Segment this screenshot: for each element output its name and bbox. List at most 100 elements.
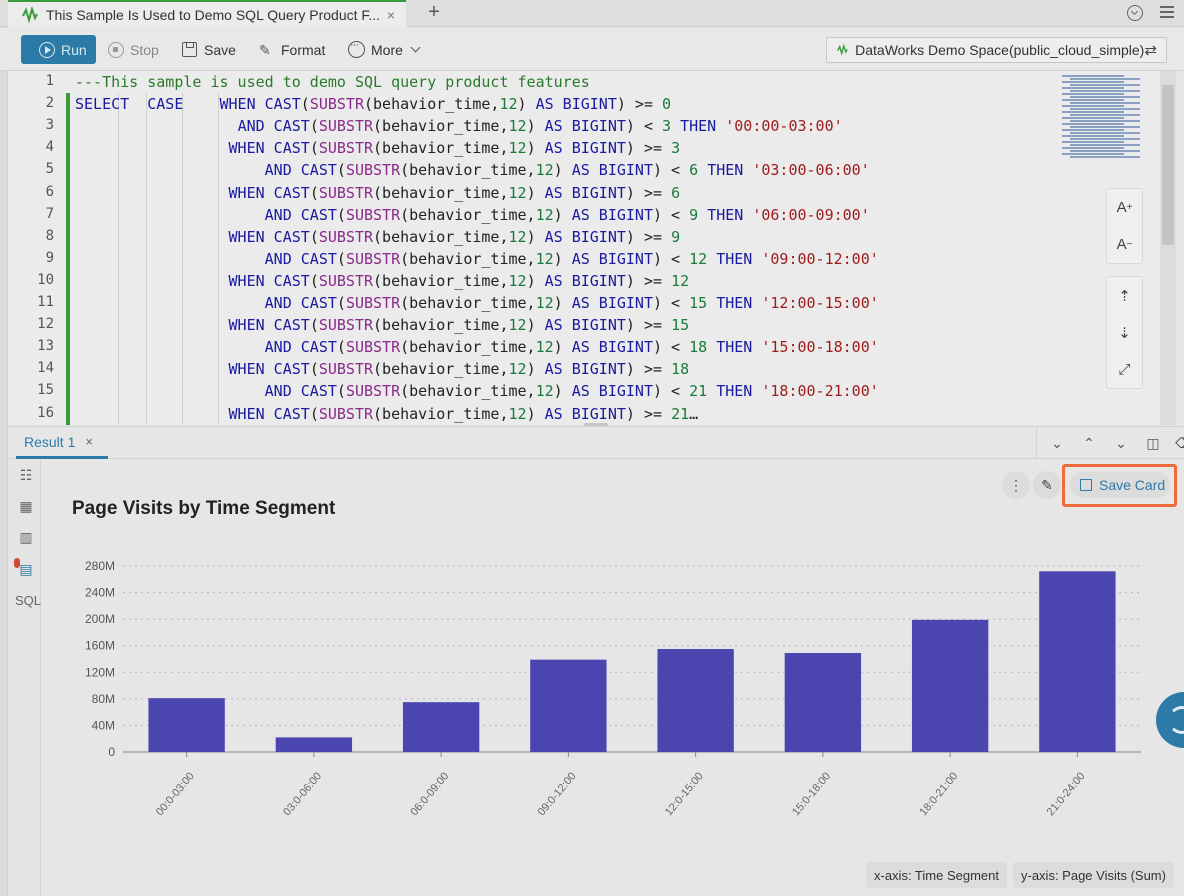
change-indicator-bar — [66, 93, 70, 425]
more-button[interactable]: More — [348, 35, 421, 64]
x-tick-label: 09:0-12:00 — [536, 770, 579, 818]
editor-scrollbar[interactable] — [1160, 71, 1176, 425]
add-tab-icon[interactable]: + — [428, 1, 440, 23]
magic-wand-icon: ✎ — [259, 41, 271, 58]
code-line: WHEN CAST(SUBSTR(behavior_time,12) AS BI… — [228, 316, 690, 335]
bar[interactable] — [1039, 571, 1116, 752]
tab-list-dropdown-icon[interactable] — [1127, 5, 1143, 21]
bar[interactable] — [784, 653, 862, 752]
y-tick-label: 200M — [85, 612, 115, 626]
line-number: 11 — [37, 294, 54, 310]
x-tick-label: 00:0-03:00 — [154, 770, 197, 818]
panel-splitter-handle[interactable] — [584, 423, 608, 427]
code-line: WHEN CAST(SUBSTR(behavior_time,12) AS BI… — [228, 139, 681, 158]
code-line: AND CAST(SUBSTR(behavior_time,12) AS BIG… — [264, 205, 870, 224]
scroll-top-icon[interactable]: ⇡ — [1118, 287, 1131, 305]
bar[interactable] — [275, 737, 353, 752]
split-view-icon[interactable]: ◫ — [1146, 434, 1160, 451]
line-number: 15 — [37, 382, 54, 399]
result-view-rail — [8, 460, 41, 896]
divider — [1036, 427, 1037, 459]
line-number: 2 — [45, 95, 54, 112]
chevron-up-icon[interactable]: ⌃ — [1083, 434, 1095, 451]
chevron-down-icon[interactable]: ⌄ — [1115, 434, 1127, 451]
tab-close-icon[interactable]: × — [386, 6, 396, 23]
stop-label: Stop — [130, 41, 159, 58]
tab-sql-sample[interactable]: This Sample Is Used to Demo SQL Query Pr… — [8, 0, 406, 27]
run-button[interactable]: Run — [21, 35, 96, 64]
dataworks-logo-icon — [22, 6, 38, 23]
bar-chart-icon[interactable]: ▥ — [19, 529, 33, 545]
line-number: 4 — [45, 139, 54, 156]
code-line: AND CAST(SUBSTR(behavior_time,12) AS BIG… — [264, 382, 879, 401]
minimap-line — [1062, 123, 1124, 125]
bar-chart: 0 40M 80M 120M 160M 200M 240M 280M 00:0-03:00 03:… — [85, 559, 1141, 818]
indent-guide — [218, 93, 219, 425]
scrollbar-thumb[interactable] — [1162, 85, 1174, 245]
font-decrease-button[interactable]: A − — [1116, 236, 1133, 253]
line-number: 3 — [45, 117, 54, 134]
stop-button[interactable]: Stop — [108, 35, 159, 64]
sql-editor[interactable]: 1 2 3 4 5 6 7 8 9 10 11 12 13 14 15 16 ---This sample i… — [8, 71, 1168, 425]
chart-view-icon[interactable]: ▤ — [19, 561, 33, 577]
fullscreen-icon[interactable]: ⤢ — [1118, 361, 1131, 378]
save-button[interactable]: Save — [182, 35, 236, 64]
run-label: Run — [61, 41, 87, 58]
x-tick-label: 06:0-09:00 — [408, 770, 451, 818]
edit-icon[interactable]: ✎ — [1033, 471, 1061, 499]
y-axis-chip[interactable]: y-axis: Page Visits (Sum) — [1013, 862, 1174, 888]
x-axis-chip[interactable]: x-axis: Time Segment — [866, 862, 1007, 888]
chart-title: Page Visits by Time Segment — [72, 498, 336, 519]
sql-icon[interactable]: SQL — [15, 593, 42, 608]
workspace-name: DataWorks Demo Space(public_cloud_simple… — [855, 42, 1145, 58]
code-minimap[interactable] — [1048, 71, 1140, 425]
result-panel-tools: ⌄ ⌃ ⌄ ◫ ⌫ — [1036, 427, 1184, 459]
save-card-button[interactable]: Save Card — [1070, 472, 1170, 498]
line-number: 9 — [45, 249, 54, 266]
close-icon[interactable]: × — [85, 434, 93, 449]
bar[interactable] — [911, 619, 989, 752]
table-icon[interactable]: ▦ — [19, 498, 33, 514]
x-tick-label: 12:0-15:00 — [663, 770, 706, 818]
code-line: ---This sample is used to demo SQL query… — [75, 73, 590, 91]
minimap-line — [1062, 87, 1124, 89]
bar[interactable] — [148, 698, 225, 752]
minimap-line — [1070, 90, 1140, 92]
format-button[interactable]: ✎ Format — [259, 35, 325, 64]
workspace-selector[interactable]: DataWorks Demo Space(public_cloud_simple… — [826, 37, 1167, 63]
indent-guide — [118, 93, 119, 425]
bar[interactable] — [530, 659, 607, 752]
collapse-circle-icon[interactable]: ⌄ — [1051, 434, 1063, 451]
window-left-edge — [0, 0, 8, 896]
code-line: WHEN CAST(SUBSTR(behavior_time,12) AS BI… — [228, 360, 690, 379]
minimap-line — [1070, 156, 1140, 158]
line-number: 16 — [37, 404, 54, 421]
stop-icon — [108, 41, 124, 58]
data-detail-icon[interactable]: ☷ — [19, 467, 33, 483]
line-number: 8 — [45, 227, 54, 244]
y-tick-label: 160M — [85, 639, 115, 653]
line-number: 7 — [45, 205, 54, 222]
minimap-line — [1062, 147, 1124, 149]
bar[interactable] — [657, 649, 734, 752]
result-tab-label: Result 1 — [24, 433, 76, 450]
font-increase-button[interactable]: A + — [1116, 199, 1133, 216]
x-tick-label: 21:0-24:00 — [1045, 770, 1088, 818]
minimap-line — [1070, 108, 1140, 110]
chevron-down-icon — [410, 42, 421, 53]
code-line: AND CAST(SUBSTR(behavior_time,12) AS BIG… — [237, 117, 843, 136]
minimap-line — [1062, 129, 1124, 131]
minimap-line — [1070, 102, 1140, 104]
editor-tab-bar: This Sample Is Used to Demo SQL Query Pr… — [0, 0, 1184, 27]
code-line: AND CAST(SUBSTR(behavior_time,12) AS BIG… — [264, 294, 879, 312]
scroll-bottom-icon[interactable]: ⇣ — [1118, 324, 1131, 342]
tab-result-1[interactable]: Result 1 × — [16, 427, 108, 459]
more-options-icon[interactable]: ⋮ — [1002, 471, 1030, 499]
menu-icon[interactable] — [1160, 6, 1174, 20]
eraser-icon[interactable]: ⌫ — [1169, 435, 1184, 452]
bar[interactable] — [402, 702, 480, 752]
editor-side-tools: A + A − ⇡ ⇣ ⤢ — [1106, 188, 1143, 401]
indent-guide — [182, 93, 183, 425]
y-tick-label: 40M — [92, 718, 115, 732]
code-line: WHEN CAST(SUBSTR(behavior_time,12) AS BI… — [228, 183, 681, 202]
